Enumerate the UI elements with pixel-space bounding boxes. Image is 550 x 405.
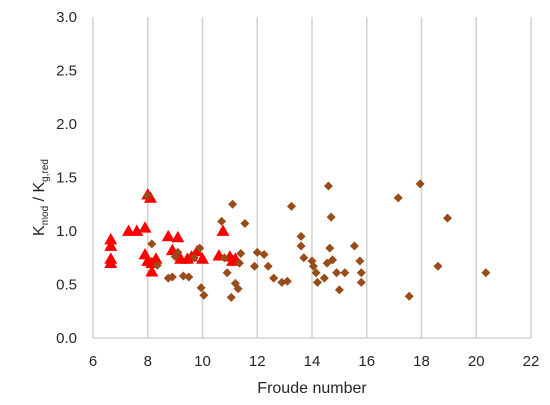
x-tick-label: 14 — [304, 353, 321, 370]
x-tick-labels: 6 8 10 12 14 16 18 20 22 — [89, 353, 540, 370]
diamond-point — [296, 241, 306, 251]
y-axis-title-sub1: mod — [40, 206, 51, 225]
x-tick-label: 10 — [194, 353, 211, 370]
diamond-point — [328, 255, 338, 265]
x-tick-label: 20 — [468, 353, 485, 370]
diamond-point — [286, 201, 296, 211]
x-tick-label: 16 — [358, 353, 375, 370]
diamond-point — [332, 268, 342, 278]
diamond-point — [226, 292, 236, 302]
triangle-point — [190, 244, 204, 257]
diamond-point — [143, 191, 153, 201]
y-tick-label: 2.5 — [56, 63, 77, 80]
diamond-point — [356, 268, 366, 278]
diamond-point — [217, 216, 227, 226]
y-tick-label: 3.0 — [56, 9, 77, 26]
diamond-point — [312, 277, 322, 287]
triangle-point — [130, 224, 144, 236]
diamond-point — [323, 181, 333, 191]
triangle-point — [216, 224, 230, 236]
triangle-point — [161, 229, 175, 242]
diamond-point — [355, 256, 365, 266]
triangle-point — [104, 256, 118, 268]
triangle-point — [104, 239, 118, 251]
diamond-point — [219, 253, 229, 263]
diamond-point — [356, 277, 366, 287]
diamond-point — [222, 268, 232, 278]
y-tick-labels: 0.0 0.5 1.0 1.5 2.0 2.5 3.0 — [56, 9, 77, 347]
diamond-point — [325, 243, 335, 253]
vertical-gridlines — [92, 17, 532, 338]
diamond-point — [147, 239, 157, 249]
diamond-point — [404, 291, 414, 301]
diamond-point — [228, 199, 238, 209]
y-tick-label: 2.0 — [56, 116, 77, 133]
triangle-point — [138, 221, 152, 233]
x-tick-label: 12 — [249, 353, 266, 370]
triangle-point — [145, 265, 159, 277]
diamond-point — [296, 231, 306, 241]
y-axis-title: Kmod / Kg,red — [31, 159, 51, 236]
y-axis-title-main: K — [31, 225, 48, 236]
diamond-point — [269, 273, 279, 283]
diamond-point — [199, 290, 209, 300]
diamond-point — [189, 253, 199, 263]
x-tick-label: 22 — [523, 353, 540, 370]
diamond-point — [393, 193, 403, 203]
diamond-point — [259, 250, 269, 260]
diamond-point — [443, 213, 453, 223]
diamond-point — [196, 283, 206, 293]
diamond-point — [250, 261, 260, 271]
diamond-point — [152, 260, 162, 270]
diamond-point — [282, 276, 292, 286]
x-tick-label: 8 — [144, 353, 152, 370]
y-axis-title-sep: / K — [31, 182, 48, 206]
diamond-point — [308, 261, 318, 271]
diamond-point — [184, 272, 194, 282]
y-axis-title-sub2: g,red — [40, 159, 51, 182]
diamond-point — [433, 261, 443, 271]
diamond-point — [349, 241, 359, 251]
diamond-point — [311, 268, 321, 278]
triangle-point — [104, 233, 118, 245]
y-tick-label: 0.0 — [56, 330, 77, 347]
diamond-point — [173, 247, 183, 257]
diamond-point — [340, 268, 350, 278]
data-points — [104, 179, 491, 302]
y-tick-label: 1.0 — [56, 223, 77, 240]
x-tick-label: 18 — [413, 353, 430, 370]
diamond-point — [234, 258, 244, 268]
y-tick-label: 1.5 — [56, 170, 77, 187]
triangle-point — [196, 252, 209, 264]
diamond-point — [252, 247, 262, 257]
y-tick-label: 0.5 — [56, 277, 77, 294]
diamond-point — [263, 261, 273, 271]
diamond-point — [415, 179, 425, 189]
triangle-point — [122, 224, 136, 236]
diamond-point — [167, 272, 177, 282]
diamond-point — [481, 268, 491, 278]
triangle-point — [171, 230, 185, 243]
diamond-point — [326, 212, 336, 222]
diamond-point — [334, 285, 344, 295]
diamond-point — [233, 284, 243, 294]
diamond-point — [319, 273, 329, 283]
x-axis-title: Froude number — [257, 380, 367, 397]
diamond-point — [240, 219, 250, 229]
diamond-point — [195, 243, 205, 253]
x-tick-label: 6 — [89, 353, 97, 370]
diamond-point — [236, 248, 246, 258]
triangle-point — [149, 252, 163, 264]
diamond-point — [299, 253, 309, 263]
